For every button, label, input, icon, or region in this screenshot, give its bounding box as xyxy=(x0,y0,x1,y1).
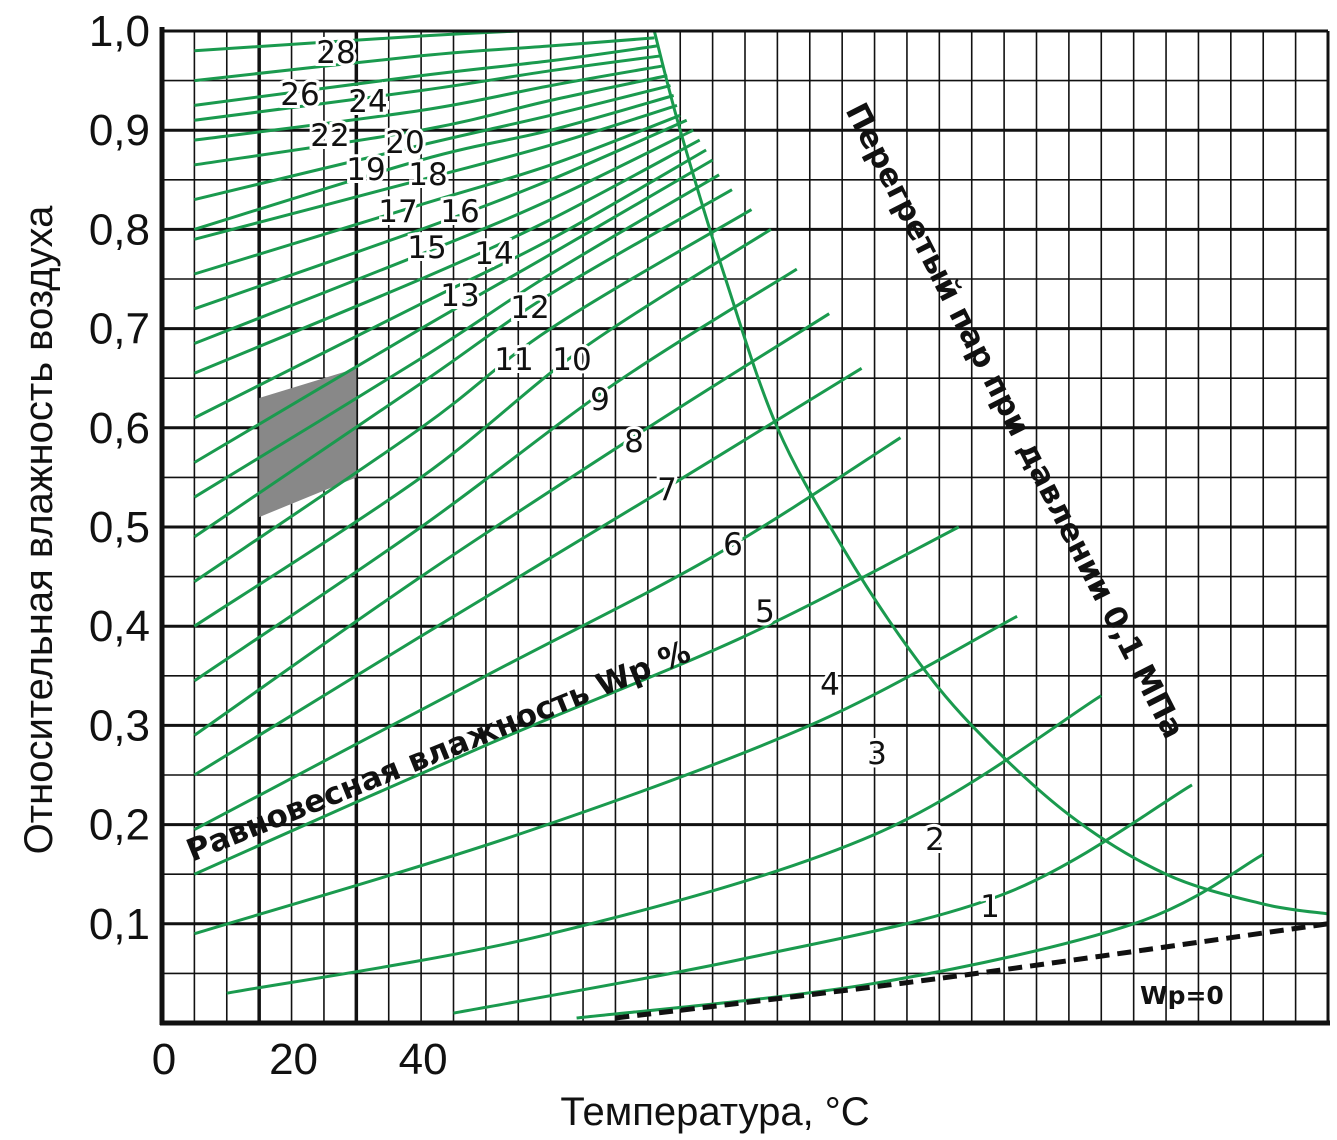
y-tick-label: 0,1 xyxy=(89,900,150,949)
curve-label-20: 20 xyxy=(385,125,424,161)
curve-label-24: 24 xyxy=(348,84,387,120)
moisture-curve-22 xyxy=(194,84,671,202)
moisture-curve-20 xyxy=(194,103,678,241)
moisture-curve-17 xyxy=(193,128,694,345)
curve-label-6: 6 xyxy=(723,527,743,563)
y-tick-label: 0,5 xyxy=(89,503,150,552)
y-tick-label: 0,8 xyxy=(89,205,150,254)
moisture-curve-8 xyxy=(193,312,830,737)
x-axis-title: Температура, °С xyxy=(560,1090,869,1134)
moisture-curve-1 xyxy=(576,853,1264,1020)
moisture-curve-24 xyxy=(194,64,665,142)
curve-label-8: 8 xyxy=(624,424,644,460)
highlight-region-group xyxy=(259,368,357,518)
moisture-curve-9 xyxy=(193,267,798,683)
plot-frame xyxy=(159,27,1330,1026)
moisture-curve-2 xyxy=(453,783,1193,1015)
moisture-curve-18 xyxy=(193,118,688,311)
saturation-curve xyxy=(652,30,1329,916)
wp-zero-curve xyxy=(615,921,1329,1021)
x-tick-label: 20 xyxy=(269,1035,318,1084)
y-tick-label: 0,7 xyxy=(89,305,150,354)
highlight-region xyxy=(259,368,357,518)
y-tick-label: 0,9 xyxy=(89,106,150,155)
curve-label-4: 4 xyxy=(820,667,840,703)
curve-label-1: 1 xyxy=(980,889,1000,925)
curve-label-22: 22 xyxy=(310,118,349,154)
superheated-steam-annotation: Перегретый пар при давлении 0,1 МПа xyxy=(838,97,1191,744)
curve-label-16: 16 xyxy=(440,194,479,230)
moisture-curve-12 xyxy=(193,188,733,539)
moisture-curve-27 xyxy=(194,36,655,83)
moisture-curve-16 xyxy=(193,138,701,375)
curve-label-12: 12 xyxy=(510,290,549,326)
moisture-curve-23 xyxy=(194,74,668,167)
y-tick-label: 1,0 xyxy=(89,7,150,56)
moisture-curve-15 xyxy=(193,148,707,420)
moisture-curve-4 xyxy=(193,614,1018,936)
curve-label-3: 3 xyxy=(867,736,887,772)
curve-label-26: 26 xyxy=(280,77,319,113)
curve-label-7: 7 xyxy=(657,472,677,508)
moisture-curve-14 xyxy=(193,158,714,464)
saturation-curve-group xyxy=(652,30,1329,916)
curve-label-5: 5 xyxy=(755,594,775,630)
wp-zero-label: Wp=0 xyxy=(1140,981,1224,1010)
moisture-curve-13 xyxy=(193,173,720,499)
moisture-curve-19 xyxy=(193,113,681,276)
x-tick-label: 0 xyxy=(152,1035,176,1084)
moisture-curve-11 xyxy=(193,208,753,583)
moisture-curve-6 xyxy=(193,436,902,831)
curve-label-15: 15 xyxy=(407,230,446,266)
y-tick-label: 0,6 xyxy=(89,404,150,453)
y-tick-label: 0,2 xyxy=(89,801,150,850)
curve-label-2: 2 xyxy=(925,822,945,858)
moisture-curve-21 xyxy=(193,94,675,231)
x-tick-label: 40 xyxy=(399,1035,448,1084)
wp-zero-curve-group xyxy=(615,921,1329,1021)
moisture-curve-3 xyxy=(226,694,1103,995)
moisture-curve-26 xyxy=(194,44,658,107)
curve-label-11: 11 xyxy=(494,342,533,378)
curve-label-10: 10 xyxy=(552,342,591,378)
curve-label-28: 28 xyxy=(316,35,355,71)
moisture-curves xyxy=(193,29,1264,1020)
curve-label-9: 9 xyxy=(590,382,610,418)
tick-labels: 0,1 0,2 0,3 0,4 0,5 0,6 0,7 0,8 0,9 1,0 0 20 40 xyxy=(89,7,448,1084)
curve-label-17: 17 xyxy=(378,194,417,230)
moisture-curve-10 xyxy=(193,228,772,628)
curve-label-19: 19 xyxy=(346,152,385,188)
y-tick-label: 0,3 xyxy=(89,701,150,750)
curve-label-18: 18 xyxy=(408,157,447,193)
curve-label-14: 14 xyxy=(474,236,513,272)
moisture-curve-25 xyxy=(194,54,662,122)
y-axis-title: Относительная влажность воздуха xyxy=(17,205,61,854)
y-tick-label: 0,4 xyxy=(89,602,150,651)
curve-label-13: 13 xyxy=(440,278,479,314)
